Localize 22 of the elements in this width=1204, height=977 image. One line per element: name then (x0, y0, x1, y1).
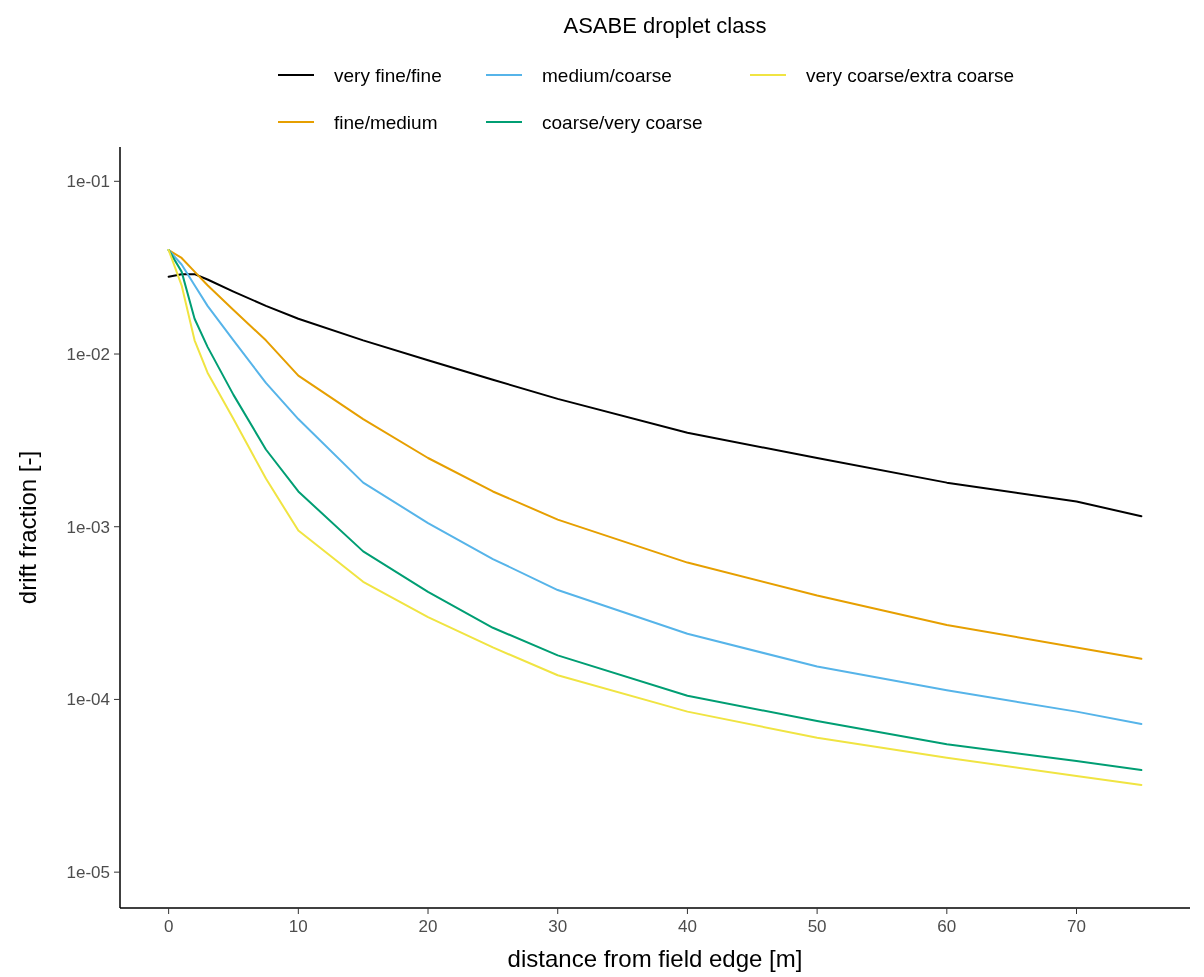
x-tick-label: 70 (1067, 917, 1086, 936)
x-tick-label: 50 (807, 917, 827, 936)
y-tick-label: 1e-05 (66, 863, 110, 883)
legend-label: fine/medium (334, 112, 438, 133)
x-tick-label: 20 (418, 917, 438, 936)
y-tick-label: 1e-04 (66, 690, 110, 710)
y-tick-label: 1e-01 (66, 172, 110, 192)
x-axis-title: distance from field edge [m] (507, 945, 803, 972)
line-series (167, 273, 1143, 518)
x-tick-label: 30 (548, 917, 568, 936)
x-tick-label: 40 (677, 917, 697, 936)
y-axis-title: drift fraction [-] (14, 450, 41, 605)
legend-title: ASABE droplet class (563, 13, 767, 38)
legend-label: coarse/very coarse (542, 112, 703, 133)
y-tick-label: 1e-02 (66, 345, 110, 365)
y-tick-label: 1e-03 (66, 517, 110, 537)
x-tick-label: 10 (288, 917, 308, 936)
legend-label: medium/coarse (542, 65, 672, 86)
x-tick-label: 0 (163, 917, 174, 936)
legend-label: very coarse/extra coarse (806, 65, 1015, 86)
legend-label: very fine/fine (334, 65, 442, 86)
x-tick-label: 60 (937, 917, 957, 936)
